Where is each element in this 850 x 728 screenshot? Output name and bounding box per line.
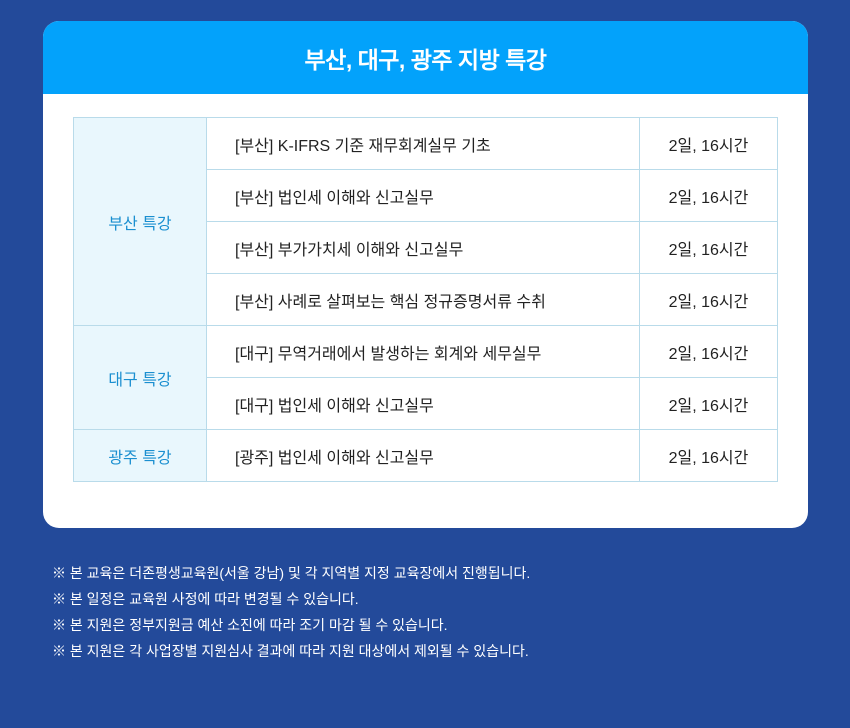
- schedule-card: 부산, 대구, 광주 지방 특강 부산 특강 [부산] K-IFRS 기준 재무회…: [43, 21, 808, 528]
- course-name: [부산] K-IFRS 기준 재무회계실무 기초: [206, 117, 640, 170]
- note-item: ※ 본 지원은 정부지원금 예산 소진에 따라 조기 마감 될 수 있습니다.: [52, 617, 448, 633]
- table-row: 광주 특강 [광주] 법인세 이해와 신고실무 2일, 16시간: [73, 429, 778, 482]
- table-row: 대구 특강 [대구] 무역거래에서 발생하는 회계와 세무실무 2일, 16시간: [73, 325, 778, 430]
- table-row: [부산] 부가가치세 이해와 신고실무 2일, 16시간: [74, 221, 778, 274]
- course-name: [대구] 법인세 이해와 신고실무: [206, 377, 640, 430]
- note-item: ※ 본 지원은 각 사업장별 지원심사 결과에 따라 지원 대상에서 제외될 수…: [52, 643, 529, 659]
- course-duration: 2일, 16시간: [639, 325, 778, 378]
- course-name: [광주] 법인세 이해와 신고실무: [206, 429, 640, 482]
- course-duration: 2일, 16시간: [639, 221, 778, 274]
- course-duration: 2일, 16시간: [639, 377, 778, 430]
- table-row: [대구] 법인세 이해와 신고실무 2일, 16시간: [74, 377, 778, 430]
- course-name: [부산] 사례로 살펴보는 핵심 정규증명서류 수취: [206, 273, 640, 326]
- table-row: [부산] 법인세 이해와 신고실무 2일, 16시간: [74, 169, 778, 222]
- course-name: [부산] 법인세 이해와 신고실무: [206, 169, 640, 222]
- course-table: 부산 특강 [부산] K-IFRS 기준 재무회계실무 기초 2일, 16시간 [부산…: [73, 117, 778, 482]
- region-cell: 광주 특강: [73, 429, 207, 482]
- course-name: [부산] 부가가치세 이해와 신고실무: [206, 221, 640, 274]
- course-duration: 2일, 16시간: [639, 429, 778, 482]
- note-item: ※ 본 교육은 더존평생교육원(서울 강남) 및 각 지역별 지정 교육장에서 …: [52, 565, 531, 581]
- card-title: 부산, 대구, 광주 지방 특강: [43, 21, 808, 94]
- note-item: ※ 본 일정은 교육원 사정에 따라 변경될 수 있습니다.: [52, 591, 359, 607]
- course-duration: 2일, 16시간: [639, 117, 778, 170]
- table-row: [부산] 사례로 살펴보는 핵심 정규증명서류 수취 2일, 16시간: [74, 273, 778, 326]
- course-duration: 2일, 16시간: [639, 169, 778, 222]
- region-cell: 부산 특강: [73, 117, 207, 326]
- course-name: [대구] 무역거래에서 발생하는 회계와 세무실무: [206, 325, 640, 378]
- region-cell: 대구 특강: [73, 325, 207, 430]
- course-duration: 2일, 16시간: [639, 273, 778, 326]
- table-row: 부산 특강 [부산] K-IFRS 기준 재무회계실무 기초 2일, 16시간: [73, 117, 778, 326]
- notes: ※ 본 교육은 더존평생교육원(서울 강남) 및 각 지역별 지정 교육장에서 …: [52, 560, 530, 664]
